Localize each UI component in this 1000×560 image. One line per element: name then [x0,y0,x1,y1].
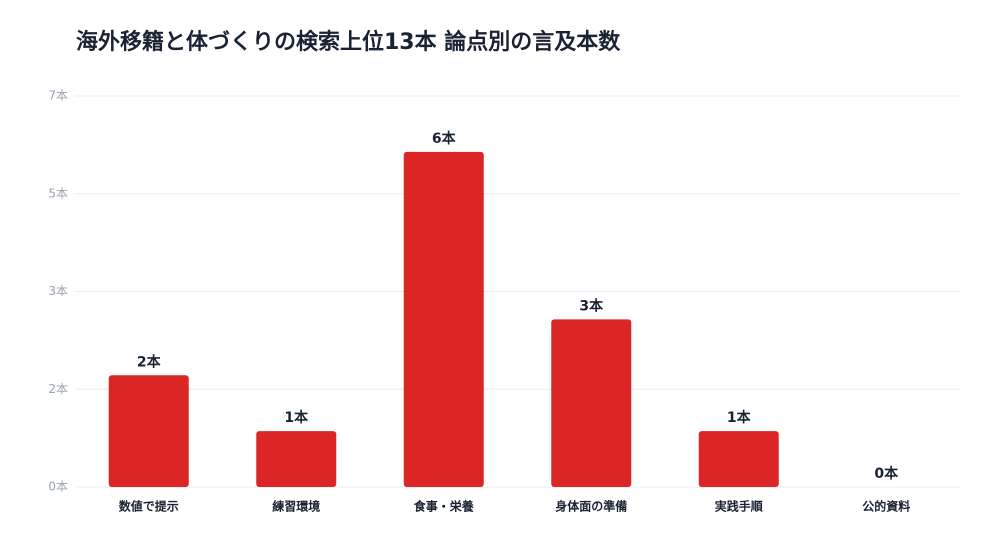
y-tick-label: 0本 [48,480,68,494]
y-tick-label: 2本 [48,382,68,396]
x-tick-label: 食事・栄養 [413,499,474,514]
x-tick-label: 数値で提示 [119,499,179,514]
value-label: 0本 [874,465,899,482]
value-label: 1本 [727,409,752,426]
bar [256,431,337,487]
y-tick-label: 5本 [48,186,68,200]
y-tick-label: 3本 [48,284,68,298]
chart-title: 海外移籍と体づくりの検索上位13本 論点別の言及本数 [76,29,621,55]
x-tick-label: 公的資料 [862,499,910,514]
value-label: 2本 [137,353,162,370]
y-tick-label: 7本 [48,89,68,103]
x-tick-label: 練習環境 [272,499,320,514]
bar [698,431,779,487]
x-tick-label: 身体面の準備 [555,499,627,514]
bar [108,375,189,487]
value-label: 3本 [579,297,604,314]
bar [551,319,632,487]
value-label: 6本 [432,130,457,147]
x-tick-label: 実践手順 [715,499,764,514]
bar [403,151,484,487]
value-label: 1本 [284,409,309,426]
